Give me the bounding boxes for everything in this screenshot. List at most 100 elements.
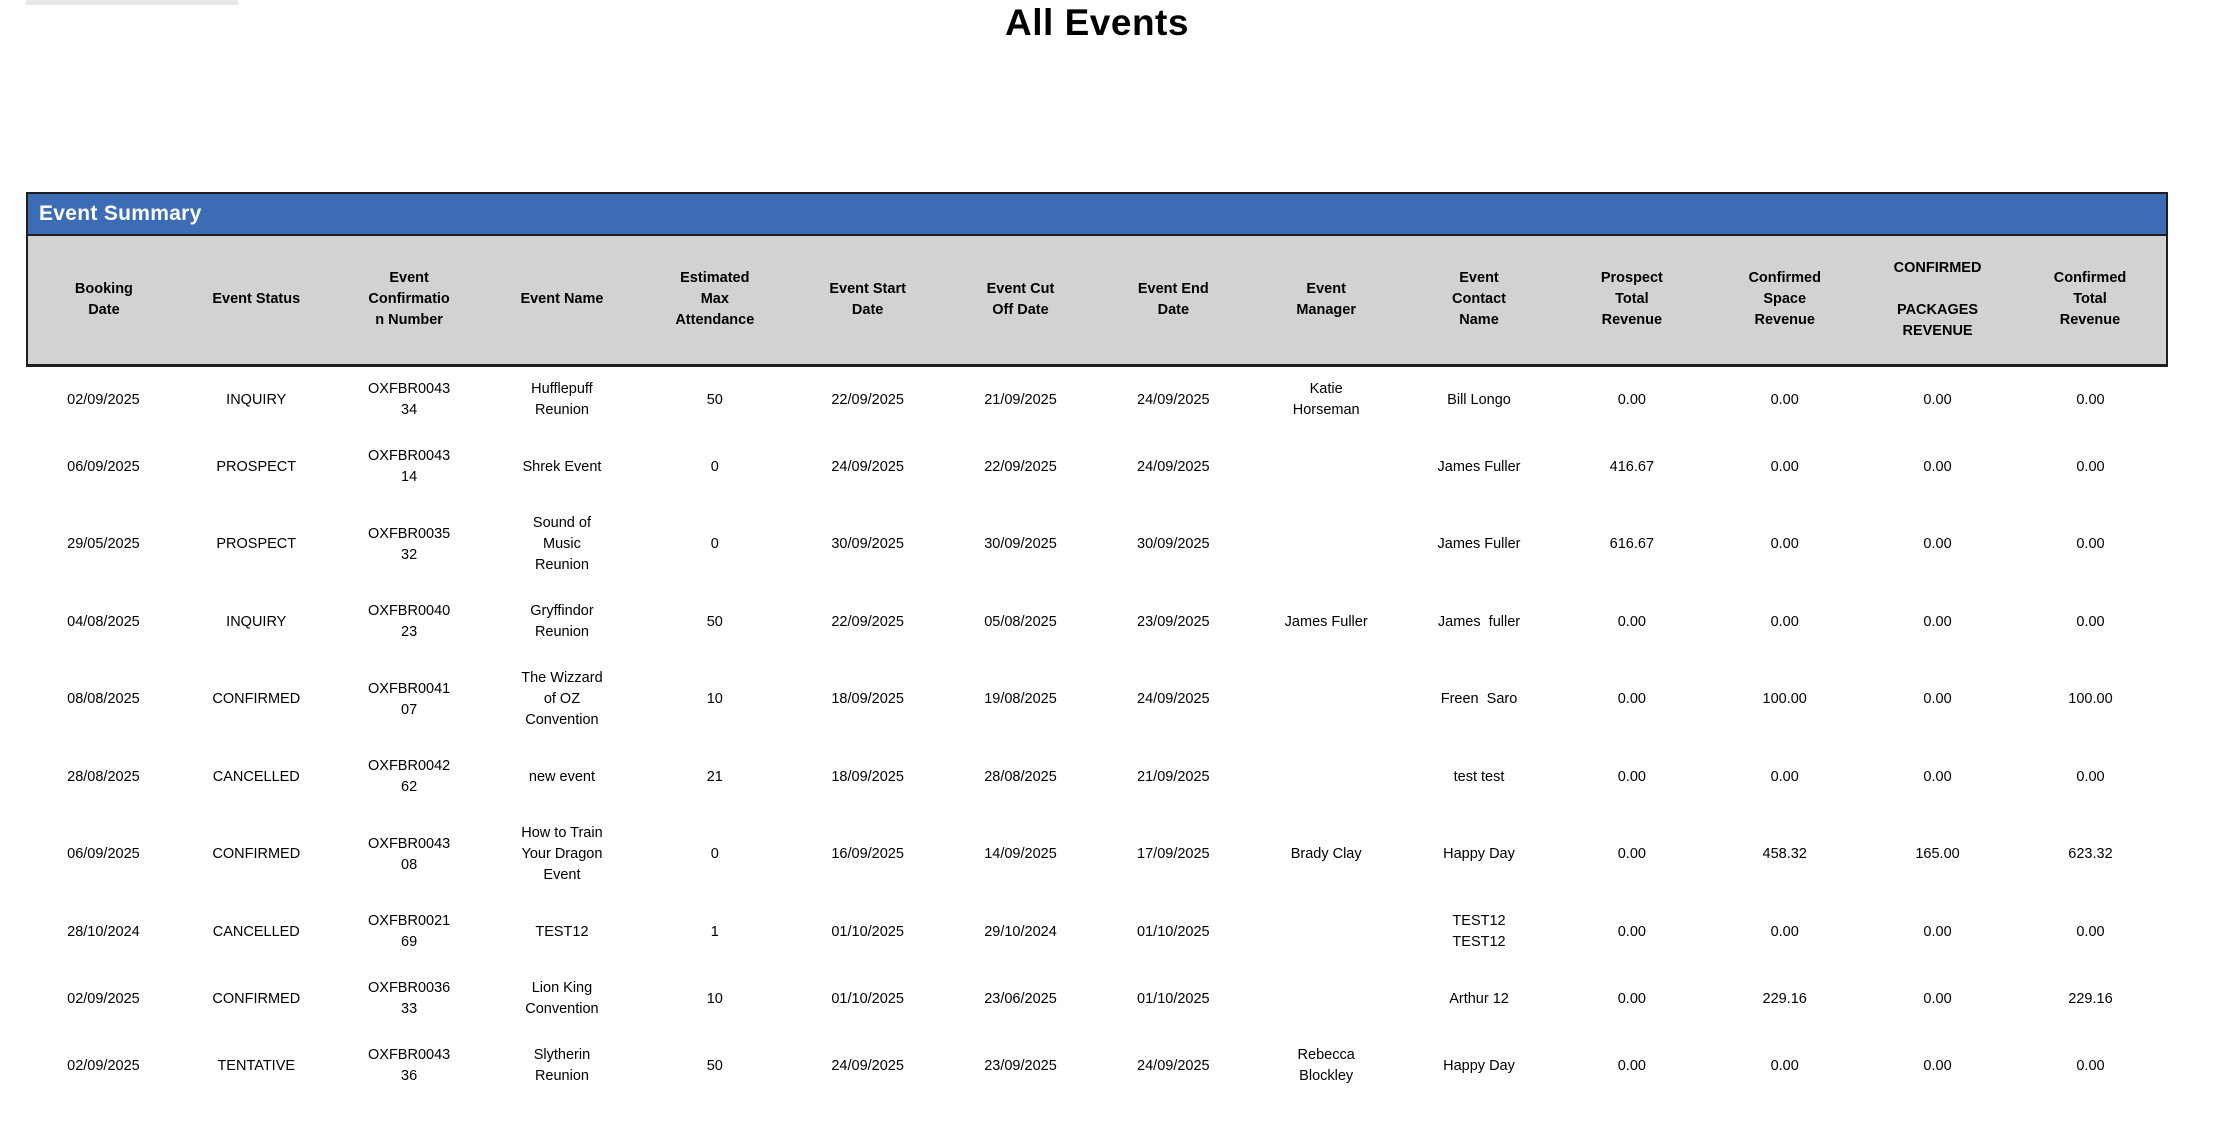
cell-event-status: CONFIRMED [212, 990, 301, 1007]
cell-event-cut-off-date: 21/09/2025 [984, 391, 1057, 408]
cell-event-confirmation-number: OXFBR0042 62 [368, 758, 451, 795]
column-header-prospect-total-revenue: Prospect Total Revenue [1555, 236, 1709, 367]
cell-event-manager [1250, 899, 1403, 966]
cell-prospect-total-revenue: 0.00 [1617, 990, 1646, 1007]
table-row: 02/09/2025 CONFIRMED OXFBR0036 33 Lion King… [27, 966, 2167, 1033]
cell-event-confirmation-number: OXFBR0043 14 [368, 448, 451, 485]
cell-confirmed-space-revenue: 0.00 [1770, 536, 1799, 552]
cell-event-manager: Rebecca Blockley [1297, 1047, 1355, 1084]
table-row: 06/09/2025 CONFIRMED OXFBR0043 08 How to Tr… [27, 811, 2167, 899]
event-summary-table: Booking Date Event Status Event Confirmati… [26, 236, 2169, 1100]
cell-event-confirmation-number: OXFBR0036 33 [368, 980, 451, 1017]
cell-event-cut-off-date: 30/09/2025 [984, 536, 1057, 552]
cell-prospect-total-revenue: 0.00 [1617, 691, 1646, 707]
cell-event-cut-off-date: 23/06/2025 [984, 990, 1057, 1007]
cell-booking-date: 06/09/2025 [67, 846, 140, 862]
cell-confirmed-space-revenue: 100.00 [1762, 691, 1807, 707]
section-title: Event Summary [39, 202, 202, 225]
cell-event-contact-name: Freen Saro [1440, 691, 1518, 707]
table-header-row: Booking Date Event Status Event Confirmati… [26, 236, 2169, 367]
cell-confirmed-packages-revenue: 0.00 [1923, 458, 1952, 475]
cell-confirmed-space-revenue: 0.00 [1770, 923, 1799, 940]
cell-event-end-date: 01/10/2025 [1137, 990, 1210, 1007]
cell-event-start-date: 24/09/2025 [831, 458, 904, 475]
column-header-event-status: Event Status [179, 236, 333, 367]
cell-event-manager [1250, 966, 1403, 1033]
table-row: 02/09/2025 TENTATIVE OXFBR0043 36 Slytherin… [27, 1033, 2167, 1100]
cell-event-start-date: 22/09/2025 [831, 613, 904, 630]
cell-event-confirmation-number: OXFBR0043 34 [368, 381, 451, 418]
table-row: 28/10/2024 CANCELLED OXFBR0021 69 TEST12 1 01… [27, 899, 2167, 966]
cell-event-end-date: 24/09/2025 [1137, 391, 1210, 408]
cell-confirmed-packages-revenue: 0.00 [1923, 1057, 1952, 1074]
table-row: 04/08/2025 INQUIRY OXFBR0040 23 Gryffindor … [27, 589, 2167, 656]
event-summary-report: Event Summary Booking Date Event Status Ev… [26, 192, 2169, 1100]
cell-confirmed-total-revenue: 229.16 [2068, 990, 2113, 1007]
cell-event-manager [1250, 501, 1403, 589]
cell-booking-date: 29/05/2025 [67, 536, 140, 552]
cell-estimated-max-attendance: 21 [706, 768, 723, 785]
page-title: All Events [1005, 2, 1189, 43]
cell-event-confirmation-number: OXFBR0043 36 [368, 1047, 451, 1084]
cell-prospect-total-revenue: 616.67 [1609, 536, 1655, 552]
cell-estimated-max-attendance: 50 [706, 613, 723, 630]
cell-event-name: Gryffindor Reunion [530, 603, 594, 640]
cell-estimated-max-attendance: 10 [706, 691, 723, 707]
cell-booking-date: 28/08/2025 [67, 768, 140, 785]
cell-event-name: Shrek Event [522, 458, 602, 475]
column-header-estimated-max-attendance: Estimated Max Attendance [638, 236, 792, 367]
cell-event-name: new event [528, 768, 595, 785]
cell-event-manager: James Fuller [1284, 613, 1368, 630]
cell-event-confirmation-number: OXFBR0021 69 [368, 913, 451, 950]
cell-booking-date: 02/09/2025 [67, 1057, 140, 1074]
cell-event-end-date: 17/09/2025 [1137, 846, 1210, 862]
cell-event-start-date: 18/09/2025 [831, 691, 904, 707]
cell-prospect-total-revenue: 0.00 [1617, 923, 1646, 940]
cell-event-start-date: 16/09/2025 [831, 846, 904, 862]
cell-event-cut-off-date: 23/09/2025 [984, 1057, 1057, 1074]
cell-event-contact-name: James Fuller [1437, 458, 1521, 475]
cell-event-name: The Wizzard of OZ Convention [521, 670, 603, 728]
cell-booking-date: 04/08/2025 [67, 613, 140, 630]
cell-event-cut-off-date: 28/08/2025 [984, 768, 1057, 785]
cell-estimated-max-attendance: 0 [710, 458, 719, 475]
cell-event-contact-name: test test [1453, 768, 1505, 785]
cell-confirmed-total-revenue: 0.00 [2076, 1057, 2105, 1074]
cell-event-contact-name: James Fuller [1437, 536, 1521, 552]
section-title-bar: Event Summary [26, 192, 2168, 236]
cell-event-start-date: 01/10/2025 [831, 923, 904, 940]
cell-booking-date: 28/10/2024 [67, 923, 140, 940]
cell-confirmed-space-revenue: 0.00 [1770, 391, 1799, 408]
cell-event-status: CONFIRMED [212, 846, 301, 862]
top-partial-bar [26, 0, 238, 5]
cell-confirmed-space-revenue: 0.00 [1770, 1057, 1799, 1074]
cell-event-end-date: 23/09/2025 [1137, 613, 1210, 630]
column-header-event-name: Event Name [485, 236, 639, 367]
table-row: 28/08/2025 CANCELLED OXFBR0042 62 new event… [27, 744, 2167, 811]
column-header-confirmed-packages-revenue: CONFIRMED PACKAGES REVENUE [1861, 236, 2014, 367]
table-row: 02/09/2025 INQUIRY OXFBR0043 34 Hufflepuff … [27, 365, 2167, 434]
cell-event-contact-name: Arthur 12 [1449, 990, 1509, 1007]
cell-event-end-date: 24/09/2025 [1137, 458, 1210, 475]
cell-estimated-max-attendance: 0 [710, 846, 719, 862]
cell-event-cut-off-date: 29/10/2024 [984, 923, 1057, 940]
cell-prospect-total-revenue: 0.00 [1617, 1057, 1646, 1074]
cell-event-contact-name: Happy Day [1443, 1057, 1515, 1074]
cell-confirmed-total-revenue: 0.00 [2076, 391, 2105, 408]
cell-event-status: CANCELLED [212, 923, 300, 940]
cell-confirmed-total-revenue: 0.00 [2076, 613, 2105, 630]
cell-event-status: INQUIRY [226, 613, 287, 630]
cell-event-name: Sound of Music Reunion [532, 515, 591, 573]
cell-event-confirmation-number: OXFBR0040 23 [368, 603, 451, 640]
cell-event-start-date: 18/09/2025 [831, 768, 904, 785]
cell-confirmed-packages-revenue: 0.00 [1923, 391, 1952, 408]
cell-booking-date: 02/09/2025 [67, 391, 140, 408]
cell-event-start-date: 22/09/2025 [831, 391, 904, 408]
cell-event-manager: Katie Horseman [1292, 381, 1360, 418]
cell-booking-date: 06/09/2025 [67, 458, 140, 475]
cell-event-manager: Brady Clay [1290, 846, 1362, 862]
column-header-event-start-date: Event Start Date [791, 236, 945, 367]
cell-event-manager [1250, 656, 1403, 744]
cell-confirmed-space-revenue: 0.00 [1770, 613, 1799, 630]
cell-event-cut-off-date: 14/09/2025 [984, 846, 1057, 862]
